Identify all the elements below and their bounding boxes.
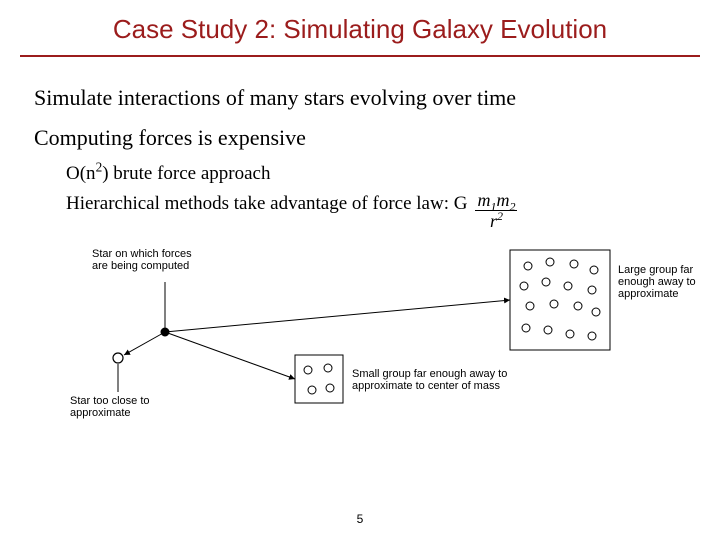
sub2-text: Hierarchical methods take advantage of f… <box>66 193 469 215</box>
gravity-formula: m1m2 r2 <box>475 191 517 230</box>
sub1-pre: O(n <box>66 163 96 184</box>
bullet-2: Computing forces is expensive <box>34 125 686 151</box>
content-area: Simulate interactions of many stars evol… <box>0 57 720 430</box>
formula-numerator: m1m2 <box>475 191 517 211</box>
label-large-group: Large group far enough away to approxima… <box>618 264 696 300</box>
formula-denominator: r2 <box>490 211 503 230</box>
label-small-group: Small group far enough away to approxima… <box>352 368 507 392</box>
label-star-forces: Star on which forces are being computed <box>92 248 192 272</box>
sub-bullet-2: Hierarchical methods take advantage of f… <box>66 193 686 232</box>
sub-bullet-1: O(n2) brute force approach <box>66 163 686 185</box>
sub1-post: ) brute force approach <box>102 163 270 184</box>
slide-title: Case Study 2: Simulating Galaxy Evolutio… <box>0 0 720 55</box>
bullet-1: Simulate interactions of many stars evol… <box>34 85 686 111</box>
barnes-hut-diagram: Star on which forces are being computed … <box>70 240 710 430</box>
page-number: 5 <box>0 512 720 526</box>
label-too-close: Star too close to approximate <box>70 395 150 419</box>
